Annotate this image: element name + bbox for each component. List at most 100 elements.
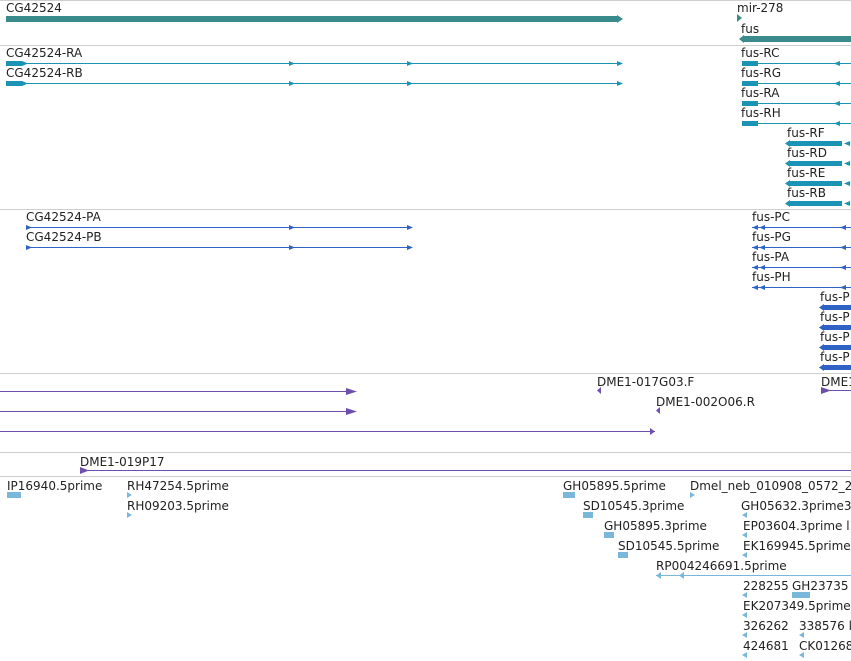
est-label: EK169945.5prime [743, 539, 851, 553]
clone-line-1[interactable] [0, 388, 357, 395]
est-ek207349[interactable] [742, 612, 747, 618]
est-gh05632[interactable] [742, 512, 747, 518]
transcript-fus-rd[interactable] [785, 160, 850, 167]
est-dmel-neb[interactable] [690, 492, 695, 498]
protein-label: fus-P [820, 290, 850, 304]
transcript-label: fus-RC [741, 46, 780, 60]
transcript-label: fus-RD [787, 146, 827, 160]
transcript-label: fus-RA [741, 86, 780, 100]
transcript-track [6, 61, 851, 207]
transcript-label: fus-RB [787, 186, 826, 200]
transcript-label: fus-RG [741, 66, 782, 80]
est-sd10545-3[interactable] [583, 512, 593, 518]
transcript-label: fus-RF [787, 126, 825, 140]
protein-label: CG42524-PA [26, 210, 101, 224]
clone-track [0, 387, 851, 474]
track-separator [0, 373, 851, 374]
protein-fus-pc[interactable] [752, 225, 851, 230]
protein-fus-p-1[interactable] [819, 304, 851, 311]
est-ck01268[interactable] [799, 652, 804, 658]
gene-cg42524[interactable] [6, 16, 618, 22]
est-228255[interactable] [742, 592, 747, 598]
protein-label: fus-P [820, 330, 850, 344]
est-label: 326262 [743, 619, 789, 633]
gene-mir278[interactable] [737, 14, 742, 22]
transcript-fus-rb[interactable] [785, 200, 850, 207]
clone-label: DME1-002O06.R [656, 395, 755, 409]
est-ep03604[interactable] [742, 532, 747, 538]
transcript-fus-rf[interactable] [785, 140, 850, 147]
est-label: SD10545.3prime [583, 499, 685, 513]
clone-label: DME1-017G03.F [597, 375, 695, 389]
est-label: RH47254.5prime [127, 479, 229, 493]
protein-fus-ph[interactable] [752, 285, 851, 290]
est-ip16940[interactable] [7, 492, 21, 498]
clone-dme1-017g03f[interactable] [597, 387, 601, 394]
est-rh47254[interactable] [127, 492, 132, 498]
transcript-fus-re[interactable] [785, 180, 850, 187]
clone-dme1[interactable] [821, 387, 851, 394]
track-separator [0, 45, 851, 46]
est-gh23735[interactable] [792, 592, 810, 598]
est-label: IP16940.5prime [7, 479, 103, 493]
est-label: CK01268 [799, 639, 851, 653]
track-separator [0, 452, 851, 453]
protein-fus-pa[interactable] [752, 265, 851, 270]
est-label: SD10545.5prime [618, 539, 720, 553]
protein-label: fus-P [820, 310, 850, 324]
transcript-label: CG42524-RB [6, 66, 83, 80]
est-label: 228255 [743, 579, 789, 593]
gene-label-fus: fus [741, 22, 760, 36]
est-326262[interactable] [742, 632, 747, 638]
est-label: GH05632.3prime3 [741, 499, 851, 513]
transcript-fus-rh[interactable] [742, 121, 851, 126]
transcript-cg42524-rb[interactable] [6, 81, 623, 86]
est-338576[interactable] [799, 632, 804, 638]
transcript-fus-rg[interactable] [742, 81, 851, 86]
protein-label: fus-PC [752, 210, 791, 224]
clone-label: DME1 [821, 375, 851, 389]
gene-label-mir278: mir-278 [737, 1, 784, 15]
gene-label-cg42524: CG42524 [6, 1, 62, 15]
protein-label: fus-P [820, 350, 850, 364]
est-label: GH05895.3prime [604, 519, 707, 533]
clone-line-2[interactable] [0, 408, 357, 415]
transcript-fus-rc[interactable] [742, 61, 851, 66]
clone-line-3[interactable] [0, 428, 655, 435]
transcript-label: fus-RH [741, 106, 781, 120]
est-label: EP03604.3prime l [743, 519, 850, 533]
protein-fus-p-2[interactable] [819, 324, 851, 331]
transcript-label: fus-RE [787, 166, 826, 180]
protein-fus-pg[interactable] [752, 245, 851, 250]
clone-dme1-002o06r[interactable] [656, 407, 660, 414]
protein-label: CG42524-PB [26, 230, 102, 244]
est-ek169945[interactable] [742, 552, 747, 558]
est-sd10545-5[interactable] [618, 552, 628, 558]
protein-track [26, 225, 851, 371]
track-separator [0, 209, 851, 210]
protein-cg42524-pb[interactable] [26, 245, 413, 250]
est-424681[interactable] [742, 652, 747, 658]
est-label: Dmel_neb_010908_0572_2 [690, 479, 851, 493]
est-gh05895-5[interactable] [563, 492, 575, 498]
gene-fus[interactable] [744, 36, 851, 42]
transcript-cg42524-ra[interactable] [6, 61, 623, 66]
est-track [7, 492, 851, 658]
protein-label: fus-PG [752, 230, 791, 244]
protein-fus-p-3[interactable] [819, 344, 851, 351]
est-label: 424681 [743, 639, 789, 653]
protein-fus-p-4[interactable] [819, 364, 851, 371]
track-separator [0, 0, 851, 1]
gene-track [6, 14, 851, 43]
protein-label: fus-PA [752, 250, 790, 264]
clone-dme1-019p17[interactable] [80, 467, 851, 474]
est-gh05895-3[interactable] [604, 532, 614, 538]
transcript-label: CG42524-RA [6, 46, 83, 60]
est-rp004246691[interactable] [656, 572, 851, 579]
protein-cg42524-pa[interactable] [26, 225, 413, 230]
est-label: GH23735 [792, 579, 849, 593]
transcript-fus-ra[interactable] [742, 101, 851, 106]
est-rh09203[interactable] [127, 512, 132, 518]
